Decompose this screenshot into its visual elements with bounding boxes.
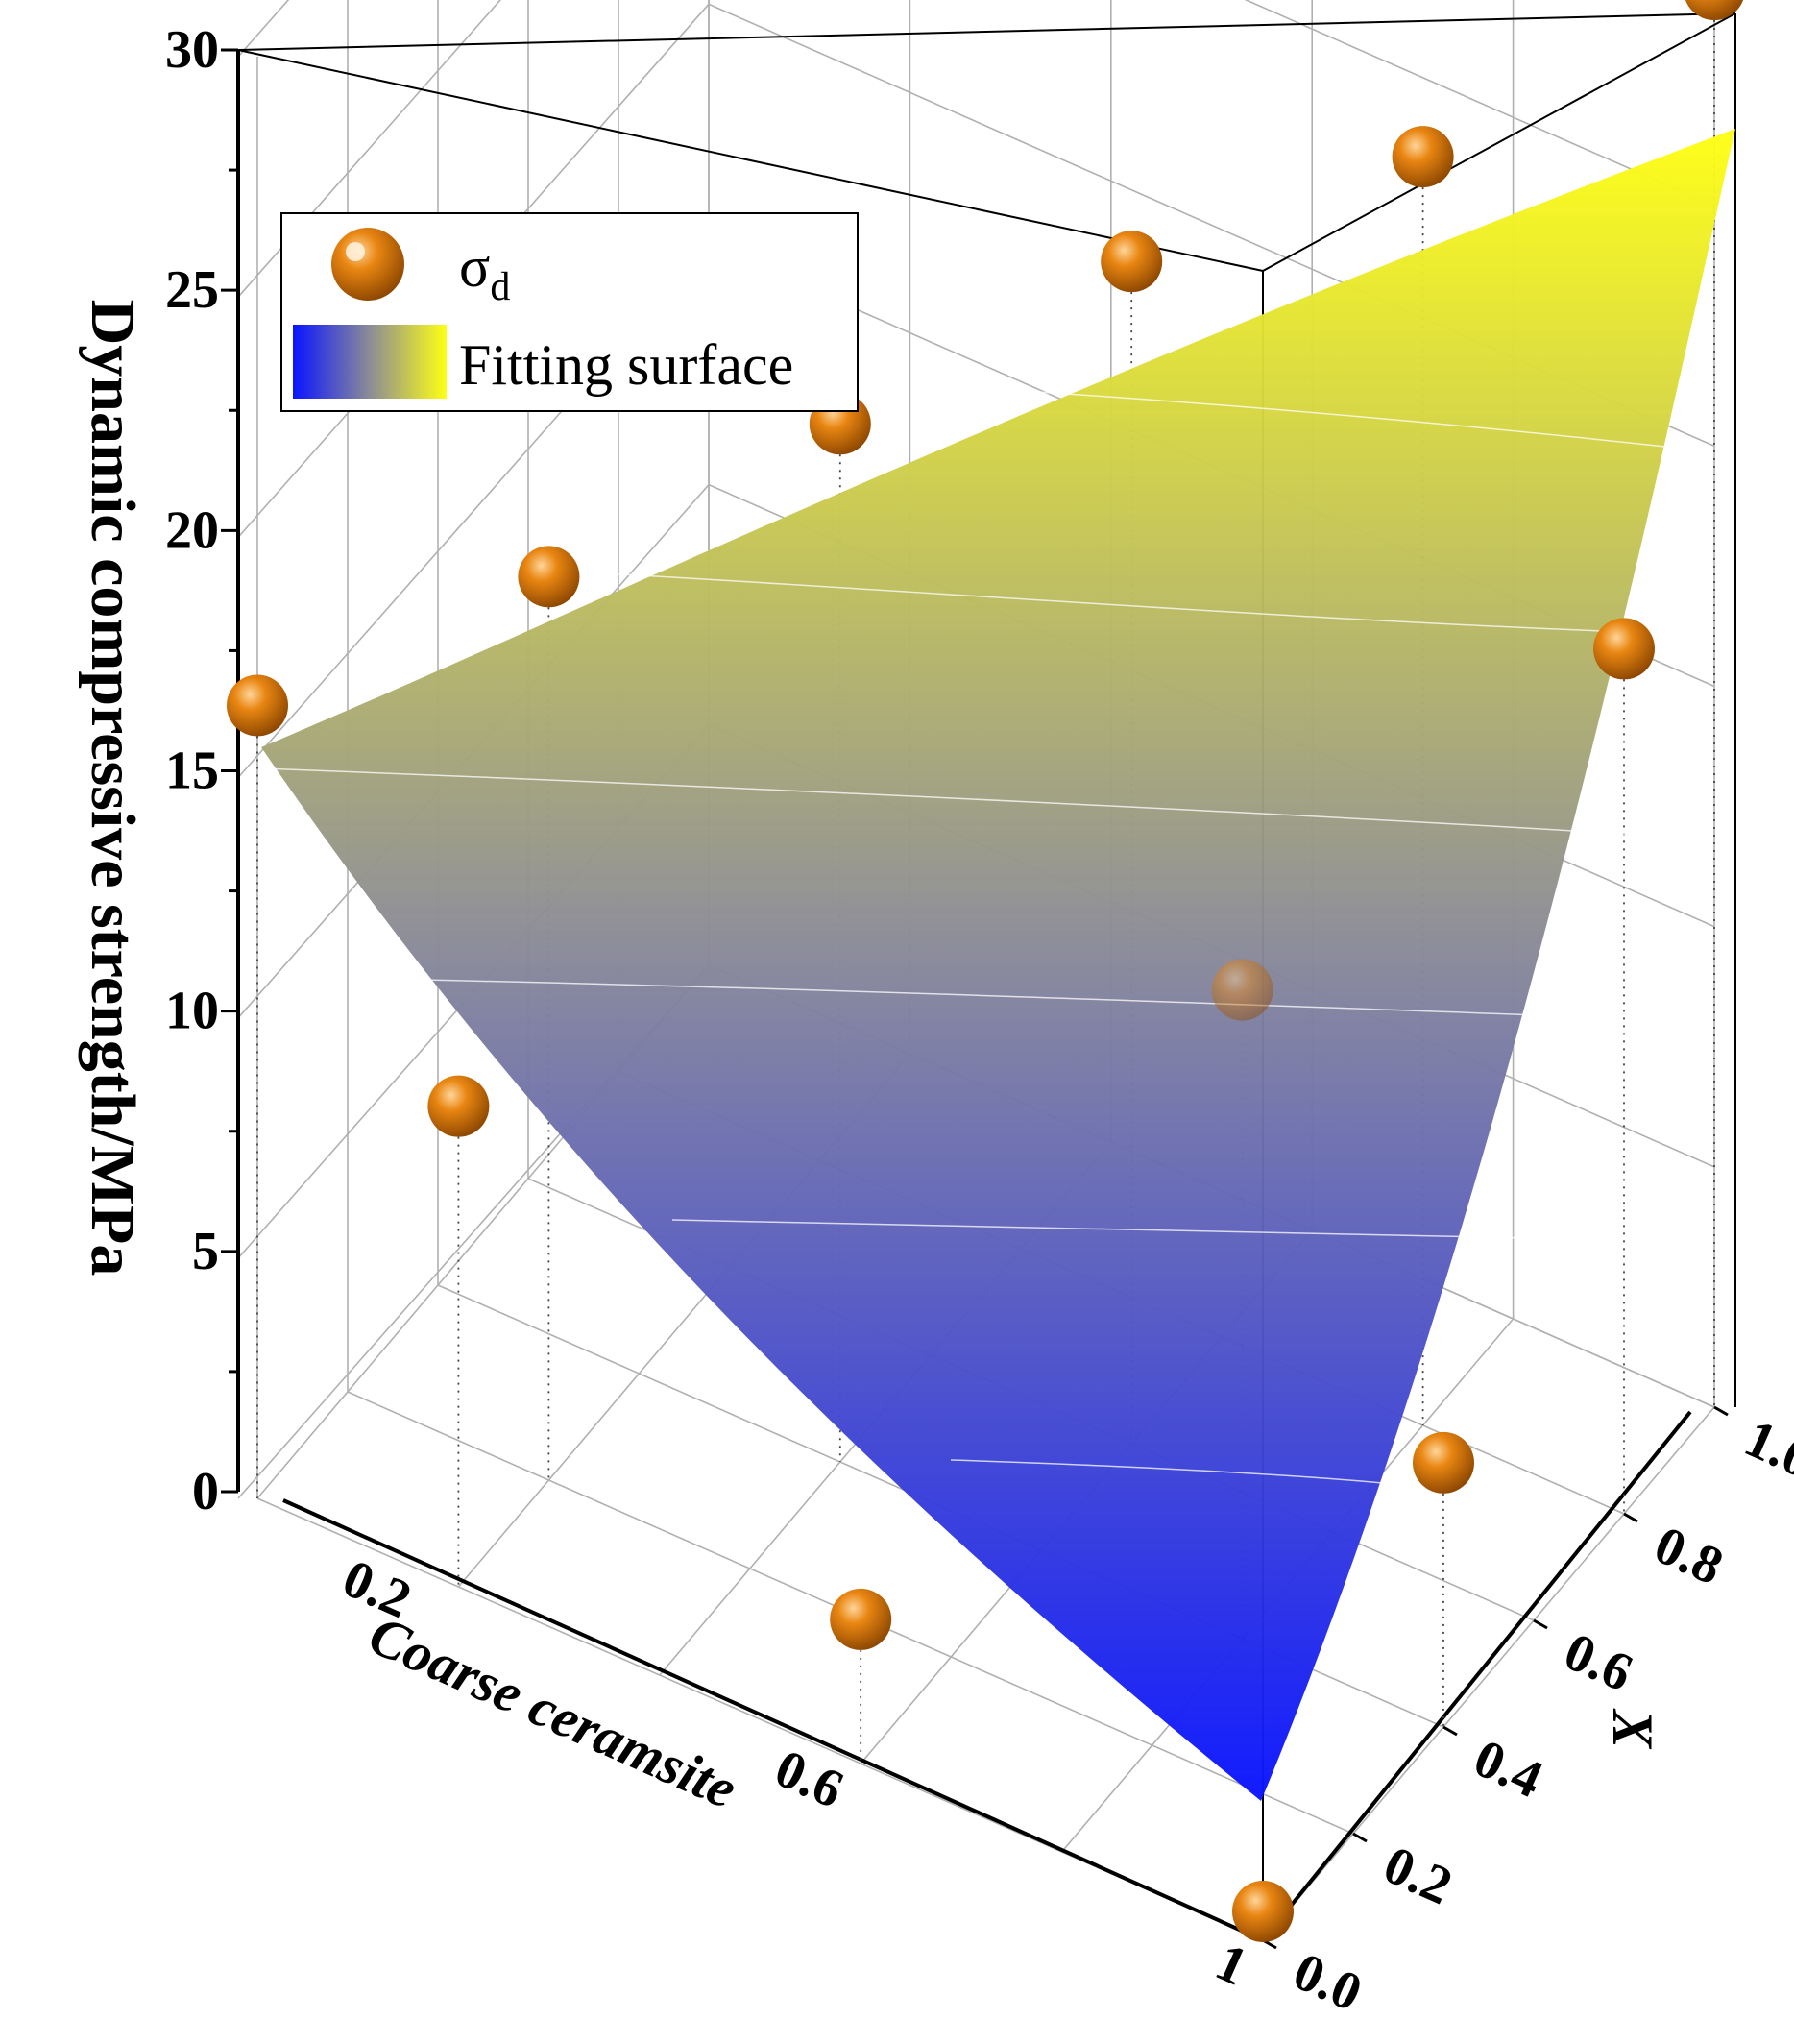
y-tick-mark bbox=[1352, 1832, 1368, 1843]
z-axis-title: Dynamic compressive strength/MPa bbox=[78, 300, 148, 1277]
sigma-d-point bbox=[1392, 126, 1454, 188]
y-tick-mark bbox=[1442, 1725, 1458, 1737]
y-tick-label: 0.8 bbox=[1646, 1515, 1732, 1596]
grid-line-z bbox=[237, 0, 502, 298]
sigma-d-marker bbox=[830, 1588, 892, 1650]
sigma-d-point bbox=[1211, 959, 1273, 1021]
sigma-d-marker bbox=[227, 674, 288, 737]
y-tick-label: 0.6 bbox=[1556, 1621, 1641, 1703]
z-tick-label: 15 bbox=[165, 742, 219, 801]
x-tick-label: 1 bbox=[1207, 1933, 1256, 1998]
z-ticks: 0 5 10 15 20 25 30 bbox=[165, 20, 238, 1521]
y-tick-label: 0.0 bbox=[1285, 1941, 1370, 2023]
sigma-d-point bbox=[1232, 1880, 1294, 1942]
legend: σd Fitting surface bbox=[280, 212, 859, 412]
z-tick-label: 5 bbox=[192, 1222, 219, 1281]
y-tick-mark bbox=[1623, 1512, 1638, 1523]
sigma-d-marker bbox=[427, 1075, 490, 1137]
sigma-d-point bbox=[1685, 0, 1744, 21]
z-tick-label: 30 bbox=[165, 20, 219, 80]
y-tick-label: 0.2 bbox=[1375, 1835, 1461, 1916]
grid-line-floor bbox=[1262, 1406, 1715, 1941]
sigma-d-marker bbox=[1232, 1880, 1294, 1942]
z-axis: 0 5 10 15 20 25 30 bbox=[165, 20, 240, 1521]
grid-line-z bbox=[1244, 0, 1715, 207]
legend-marker-icon bbox=[331, 228, 404, 301]
z-tick-label: 25 bbox=[165, 260, 219, 320]
sigma-d-point bbox=[427, 1075, 490, 1137]
sigma-d-point bbox=[518, 546, 580, 608]
sigma-d-point bbox=[1101, 231, 1163, 293]
surface-patch bbox=[261, 129, 1735, 1801]
x-axis-title: Coarse ceramsite bbox=[360, 1603, 746, 1820]
y-axis-title: X bbox=[1601, 1708, 1664, 1750]
sigma-d-marker bbox=[1211, 959, 1273, 1021]
sigma-d-points bbox=[227, 0, 1744, 1942]
sigma-d-point bbox=[1413, 1431, 1474, 1494]
sigma-d-marker bbox=[1685, 0, 1744, 21]
main-axes bbox=[282, 1410, 1692, 1942]
sigma-d-point bbox=[830, 1588, 892, 1650]
sigma-d-marker bbox=[1413, 1431, 1474, 1494]
y-tick-label: 1.0 bbox=[1736, 1408, 1794, 1490]
legend-surface-label: Fitting surface bbox=[459, 333, 793, 397]
sigma-d-marker bbox=[1101, 231, 1163, 293]
sigma-d-point bbox=[1593, 618, 1655, 680]
sigma-d-marker bbox=[518, 546, 580, 608]
legend-scatter-label: σd bbox=[459, 235, 510, 309]
y-tick-mark bbox=[1713, 1405, 1729, 1417]
y-tick-mark bbox=[1533, 1618, 1548, 1630]
sigma-d-marker bbox=[1593, 618, 1655, 680]
z-tick-label: 0 bbox=[192, 1462, 219, 1521]
y-tick-label: 0.4 bbox=[1466, 1728, 1551, 1810]
z-tick-label: 10 bbox=[165, 982, 219, 1041]
sigma-d-point bbox=[227, 674, 288, 737]
sigma-d-marker bbox=[1392, 126, 1454, 188]
legend-surface-swatch bbox=[293, 325, 447, 399]
z-tick-label: 20 bbox=[165, 500, 219, 560]
fitting-surface bbox=[260, 129, 1735, 1801]
